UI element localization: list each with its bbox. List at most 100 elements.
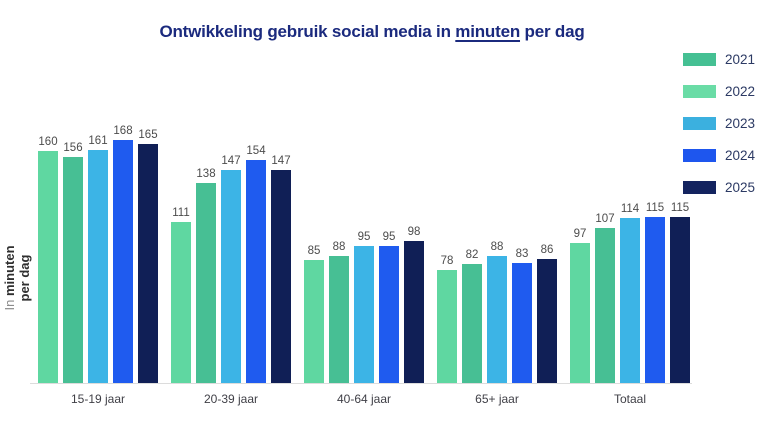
bar-rect-2021 bbox=[171, 222, 191, 383]
bar-2022: 138 bbox=[196, 168, 216, 383]
bar-rect-2024 bbox=[246, 160, 266, 383]
bar-value-label: 88 bbox=[490, 241, 504, 253]
bar-rect-2024 bbox=[512, 263, 532, 383]
bar-rect-2022 bbox=[595, 228, 615, 383]
bar-2024: 115 bbox=[645, 202, 665, 383]
bar-rect-2022 bbox=[329, 256, 349, 383]
bar-2023: 161 bbox=[88, 135, 108, 383]
y-axis-label-word-per-dag: per dag bbox=[17, 254, 32, 302]
bar-2024: 154 bbox=[246, 145, 266, 383]
bar-rect-2022 bbox=[63, 157, 83, 383]
bar-value-label: 111 bbox=[172, 207, 190, 219]
legend-label-2025: 2025 bbox=[724, 180, 755, 195]
bar-value-label: 138 bbox=[196, 168, 216, 180]
x-axis-category-label: 40-64 jaar bbox=[336, 392, 392, 406]
bar-value-label: 114 bbox=[620, 203, 640, 215]
bar-value-label: 107 bbox=[595, 213, 615, 225]
y-axis-label-word-minuten: minuten bbox=[2, 245, 17, 297]
legend-item-2024: 2024 bbox=[682, 148, 755, 163]
y-axis-label-word-in: In bbox=[2, 299, 17, 311]
bar-2021: 78 bbox=[437, 255, 457, 383]
bar-2023: 114 bbox=[620, 203, 640, 383]
bar-value-label: 86 bbox=[540, 244, 554, 256]
bar-rect-2025 bbox=[670, 217, 690, 383]
bar-value-label: 154 bbox=[246, 145, 266, 157]
bar-2022: 82 bbox=[462, 249, 482, 383]
legend-item-2021: 2021 bbox=[682, 52, 755, 67]
legend-label-2024: 2024 bbox=[724, 148, 755, 163]
bar-rect-2021 bbox=[437, 270, 457, 383]
bar-2025: 86 bbox=[537, 244, 557, 383]
bar-value-label: 165 bbox=[138, 129, 158, 141]
bar-rect-2025 bbox=[537, 259, 557, 383]
bar-value-label: 95 bbox=[357, 231, 371, 243]
bar-rect-2024 bbox=[645, 217, 665, 383]
chart-title-underlined-word: minuten bbox=[455, 22, 521, 41]
x-axis-line bbox=[30, 383, 692, 384]
bar-2023: 147 bbox=[221, 155, 241, 383]
chart-title-prefix: Ontwikkeling gebruik social media in bbox=[159, 22, 456, 41]
bar-2021: 97 bbox=[570, 228, 590, 383]
bar-rect-2021 bbox=[570, 243, 590, 383]
bar-value-label: 147 bbox=[271, 155, 291, 167]
bar-value-label: 161 bbox=[88, 135, 108, 147]
bar-2025: 115 bbox=[670, 202, 690, 383]
bar-2022: 107 bbox=[595, 213, 615, 383]
bar-value-label: 98 bbox=[407, 226, 421, 238]
chart-title: Ontwikkeling gebruik social media in min… bbox=[0, 22, 744, 42]
bar-2024: 83 bbox=[512, 248, 532, 383]
bar-2022: 88 bbox=[329, 241, 349, 383]
bar-value-label: 83 bbox=[515, 248, 529, 260]
legend-swatch-2024 bbox=[682, 149, 716, 162]
bar-value-label: 156 bbox=[63, 142, 83, 154]
bar-2025: 165 bbox=[138, 129, 158, 383]
legend: 2021 2022 2023 2024 2025 bbox=[682, 52, 755, 195]
bar-2024: 168 bbox=[113, 125, 133, 383]
bar-value-label: 160 bbox=[38, 136, 58, 148]
bar-value-label: 97 bbox=[573, 228, 587, 240]
legend-swatch-2022 bbox=[682, 85, 716, 98]
bar-value-label: 88 bbox=[332, 241, 346, 253]
bar-2025: 147 bbox=[271, 155, 291, 383]
bar-2021: 160 bbox=[38, 136, 58, 383]
chart-title-suffix: per dag bbox=[520, 22, 585, 41]
legend-swatch-2023 bbox=[682, 117, 716, 130]
bar-value-label: 115 bbox=[670, 202, 690, 214]
legend-item-2023: 2023 bbox=[682, 116, 755, 131]
x-axis-category-label: 20-39 jaar bbox=[203, 392, 259, 406]
legend-item-2022: 2022 bbox=[682, 84, 755, 99]
bar-group: 78 82 88 83 86 bbox=[437, 241, 557, 383]
bar-rect-2025 bbox=[404, 241, 424, 383]
bar-group: 160 156 161 168 165 bbox=[38, 125, 158, 383]
bar-rect-2025 bbox=[271, 170, 291, 383]
bar-rect-2023 bbox=[620, 218, 640, 383]
y-axis-label: In minuten per dag bbox=[2, 207, 34, 349]
bar-rect-2023 bbox=[487, 256, 507, 383]
legend-label-2023: 2023 bbox=[724, 116, 755, 131]
bar-rect-2021 bbox=[304, 260, 324, 383]
bar-rect-2024 bbox=[113, 140, 133, 383]
x-axis-category-label: 65+ jaar bbox=[475, 392, 519, 406]
bar-2021: 85 bbox=[304, 245, 324, 383]
bar-2023: 88 bbox=[487, 241, 507, 383]
bar-rect-2025 bbox=[138, 144, 158, 383]
bar-rect-2024 bbox=[379, 246, 399, 383]
legend-swatch-2021 bbox=[682, 53, 716, 66]
x-axis-category-label: Totaal bbox=[613, 392, 647, 406]
bar-rect-2023 bbox=[221, 170, 241, 383]
bar-rect-2023 bbox=[354, 246, 374, 383]
bar-group: 111 138 147 154 147 bbox=[171, 145, 291, 383]
bar-rect-2022 bbox=[462, 264, 482, 383]
bar-2024: 95 bbox=[379, 231, 399, 383]
plot-area: 160 156 161 168 165 111 138 147 154 147 85 88 95 95 98… bbox=[38, 121, 690, 383]
bar-rect-2022 bbox=[196, 183, 216, 383]
bar-2023: 95 bbox=[354, 231, 374, 383]
bar-2022: 156 bbox=[63, 142, 83, 383]
bar-value-label: 78 bbox=[440, 255, 454, 267]
legend-item-2025: 2025 bbox=[682, 180, 755, 195]
bar-value-label: 85 bbox=[307, 245, 321, 257]
bar-2021: 111 bbox=[171, 207, 191, 383]
bar-value-label: 82 bbox=[465, 249, 479, 261]
legend-label-2022: 2022 bbox=[724, 84, 755, 99]
bar-value-label: 147 bbox=[221, 155, 241, 167]
